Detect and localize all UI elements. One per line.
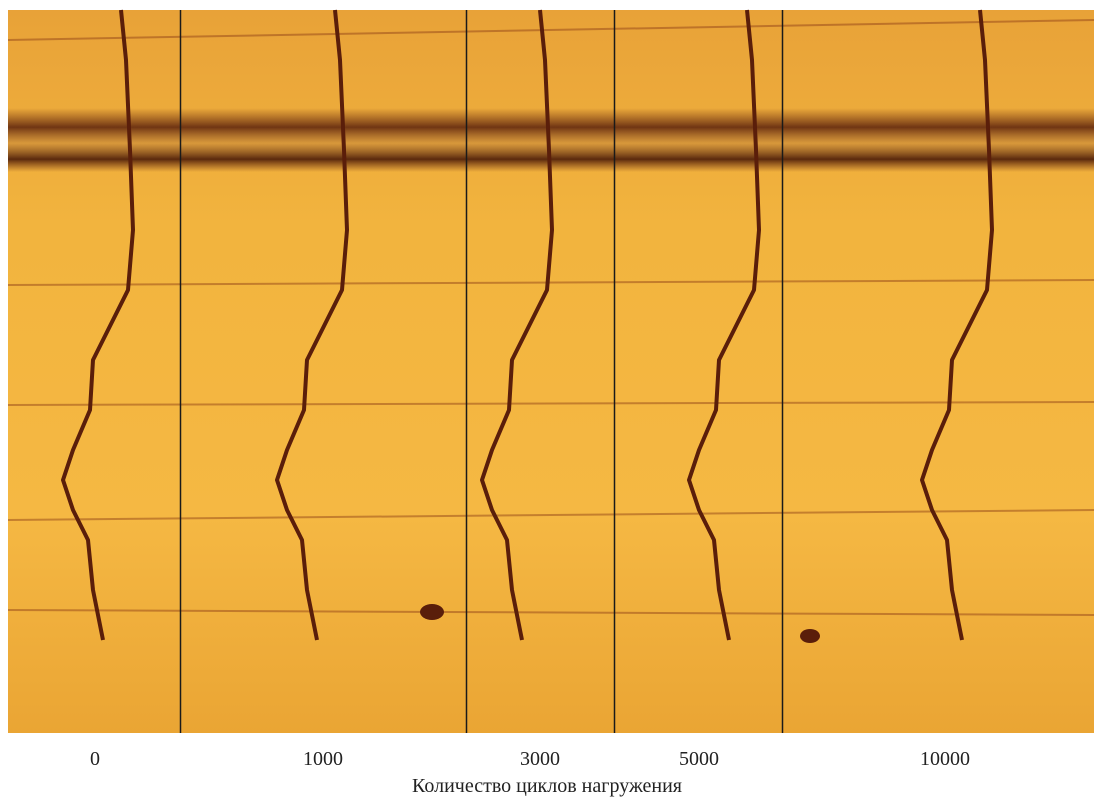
panel-label: 10000 (920, 748, 970, 770)
particle (800, 629, 820, 643)
panel-label: 3000 (520, 748, 560, 770)
panel-label: 1000 (303, 748, 343, 770)
particle (420, 604, 444, 620)
micrographs (8, 10, 1094, 733)
figure: 0 1000 3000 5000 10000 Количество циклов… (0, 0, 1094, 797)
panel-label: 5000 (679, 748, 719, 770)
caption: Количество циклов нагружения (412, 775, 682, 797)
panel-label: 0 (90, 748, 100, 770)
